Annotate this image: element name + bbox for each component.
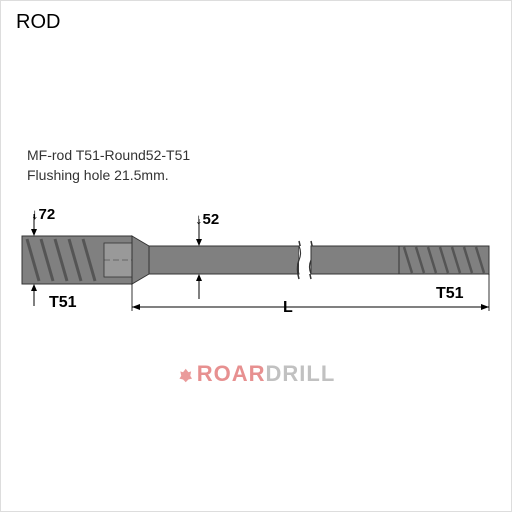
watermark-part2: DRILL (266, 361, 336, 386)
page-title: ROD (16, 11, 60, 34)
brand-watermark: ROARDRILL (177, 361, 336, 387)
spec-block: MF-rod T51-Round52-T51 Flushing hole 21.… (27, 146, 190, 185)
watermark-part1: ROAR (197, 361, 266, 386)
thread-label-left: T51 (49, 294, 77, 312)
spec-line-2: Flushing hole 21.5mm. (27, 166, 190, 186)
length-label: L (283, 299, 293, 317)
lion-icon (177, 366, 195, 384)
spec-line-1: MF-rod T51-Round52-T51 (27, 146, 190, 166)
rod-diagram (19, 211, 495, 321)
product-card: ROD MF-rod T51-Round52-T51 Flushing hole… (0, 0, 512, 512)
thread-label-right: T51 (436, 285, 464, 303)
